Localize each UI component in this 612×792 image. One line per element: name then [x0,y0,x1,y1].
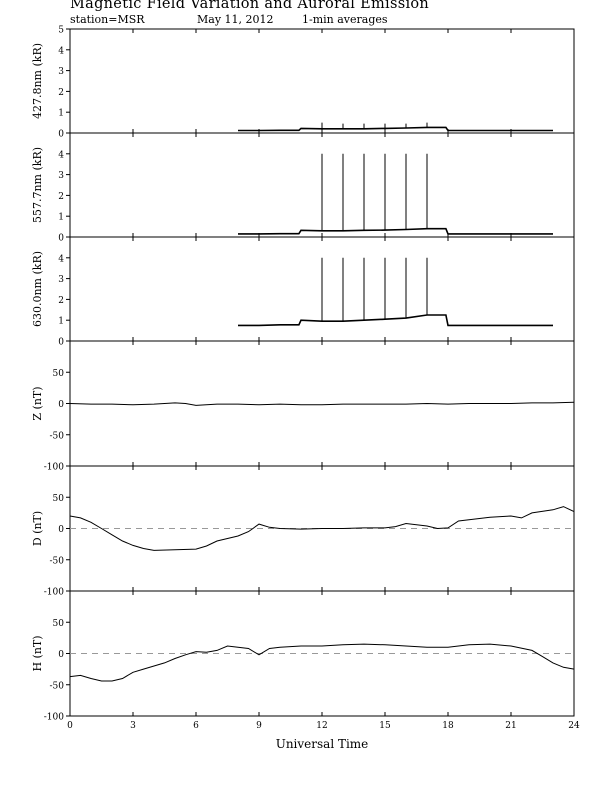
date-label: May 11, 2012 [197,13,274,26]
series-line [238,227,553,235]
x-tick-label: 21 [505,721,516,731]
x-tick-label: 6 [193,721,199,731]
y-axis-label: Z (nT) [31,386,44,420]
station-label: station=MSR [70,13,145,26]
panel-2: 0 1 2 3 4 557.7nm (kR) [31,132,575,244]
y-tick-label: 4 [58,254,64,264]
averaging-label: 1-min averages [302,13,388,26]
y-tick-label: 0 [58,650,64,660]
y-tick-label: 50 [53,619,65,629]
series-line [69,401,575,406]
y-tick-label: 0 [58,234,64,244]
y-tick-label: -100 [44,463,64,473]
series-line [238,126,553,132]
series-line [69,643,575,682]
y-tick-label: 0 [58,400,64,410]
y-axis-label: 557.7nm (kR) [31,147,44,223]
x-tick-label: 0 [67,721,73,731]
y-axis-label: H (nT) [31,635,44,671]
y-tick-label: -100 [44,713,64,723]
y-tick-label: -100 [44,588,64,598]
y-tick-label: 1 [58,317,64,327]
chart-title: Magnetic Field Variation and Auroral Emi… [70,0,430,12]
y-axis-label: 630.0nm (kR) [31,251,44,327]
x-tick-label: 18 [442,721,454,731]
panel-4: -100 -50 0 50 Z (nT) [31,340,575,473]
y-axis-label: D (nT) [31,511,44,546]
series-line [238,314,553,327]
y-tick-label: 0 [58,525,64,535]
plot-frame [69,590,575,717]
y-tick-label: 3 [58,67,64,77]
x-axis-label: Universal Time [276,737,369,751]
y-axis-label: 427.8nm (kR) [31,43,44,119]
y-tick-label: 50 [53,369,65,379]
x-tick-label: 24 [568,721,580,731]
y-tick-label: 3 [58,275,64,285]
y-tick-label: -50 [50,556,65,566]
y-tick-label: 3 [58,171,64,181]
x-tick-label: 12 [316,721,327,731]
plot-frame [69,28,575,134]
y-tick-label: 1 [58,213,64,223]
x-tick-label: 3 [130,721,136,731]
y-tick-label: 2 [58,192,64,202]
panel-6: -100 -50 0 50 H (nT) 0 3 6 9 12 15 18 21 24 Universal … [31,590,580,751]
y-tick-label: -50 [50,431,65,441]
panel-3: 0 1 2 3 4 630.0nm (kR) [31,236,575,348]
y-tick-label: 2 [58,88,64,98]
series-line [69,506,575,551]
y-tick-label: 0 [58,338,64,348]
y-tick-label: 4 [58,150,64,160]
y-tick-label: 1 [58,109,64,119]
y-tick-label: 2 [58,296,64,306]
panel-5: -100 -50 0 50 D (nT) [31,465,575,598]
y-tick-label: -50 [50,681,65,691]
y-tick-label: 0 [58,130,64,140]
x-tick-label: 15 [379,721,391,731]
y-tick-label: 5 [58,26,64,36]
y-tick-label: 50 [53,494,65,504]
panel-1: 0 1 2 3 4 5 427.8nm (kR) [31,26,575,140]
x-tick-label: 9 [256,721,262,731]
y-tick-label: 4 [58,46,64,56]
